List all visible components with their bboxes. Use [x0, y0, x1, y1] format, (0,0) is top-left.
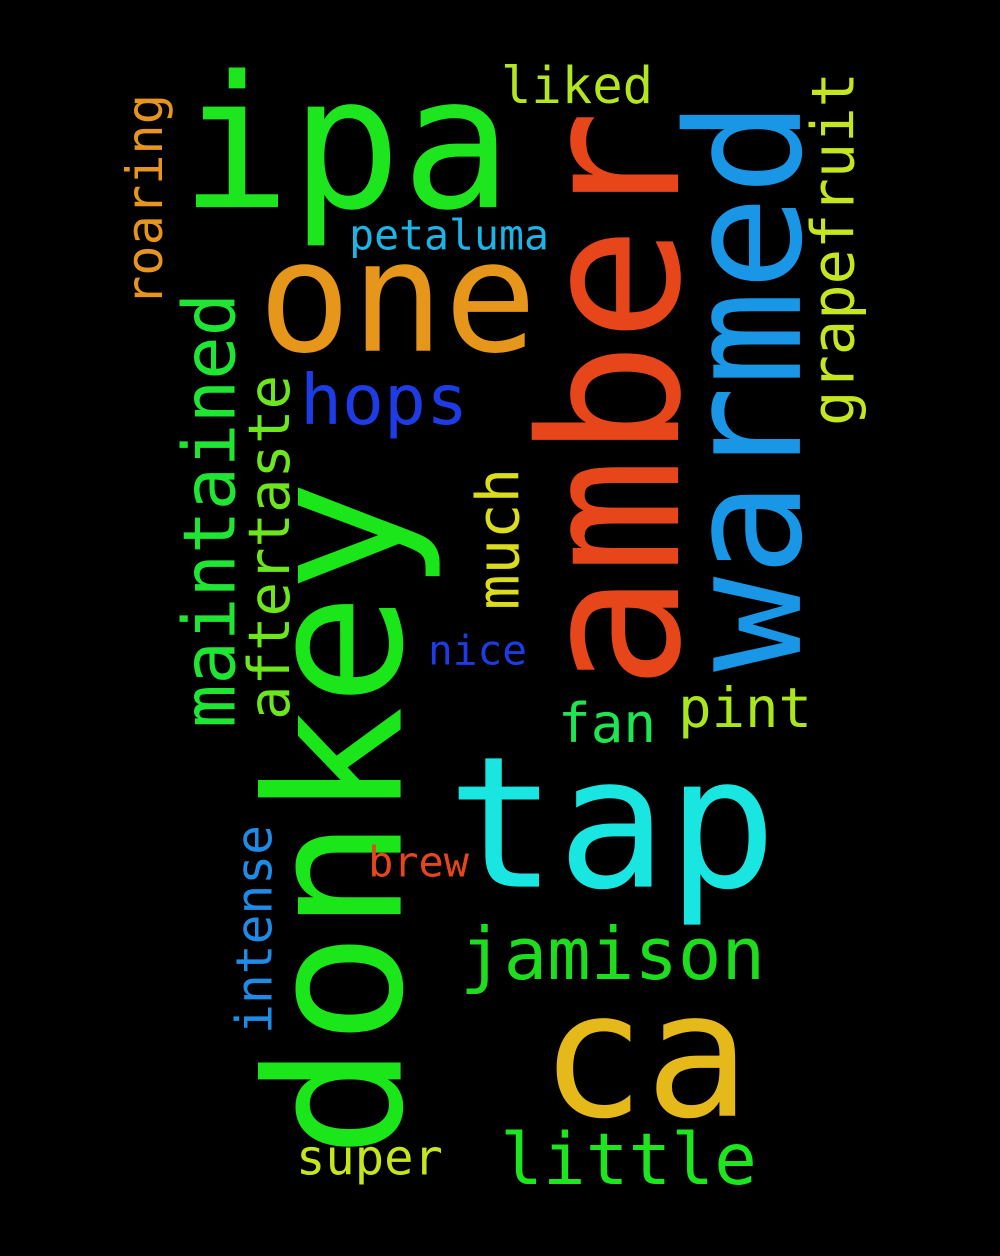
word-little: little — [500, 1118, 757, 1201]
word-much: much — [463, 467, 533, 610]
word-ipa: ipa — [180, 37, 512, 252]
word-one: one — [258, 208, 538, 388]
word-grapefruit: grapefruit — [798, 72, 868, 426]
word-jamison: jamison — [460, 912, 766, 997]
word-ca: ca — [540, 954, 750, 1158]
word-fan: fan — [558, 691, 657, 755]
word-intense: intense — [225, 824, 284, 1034]
word-hops: hops — [300, 360, 469, 442]
word-roaring: roaring — [114, 94, 174, 306]
word-petaluma: petaluma — [349, 210, 549, 260]
word-tap: tap — [447, 717, 777, 931]
word-liked: liked — [501, 55, 654, 115]
word-aftertaste: aftertaste — [235, 375, 303, 720]
word-nice: nice — [428, 626, 527, 675]
word-super: super — [296, 1129, 443, 1187]
word-pint: pint — [678, 676, 812, 742]
word-brew: brew — [368, 837, 469, 887]
